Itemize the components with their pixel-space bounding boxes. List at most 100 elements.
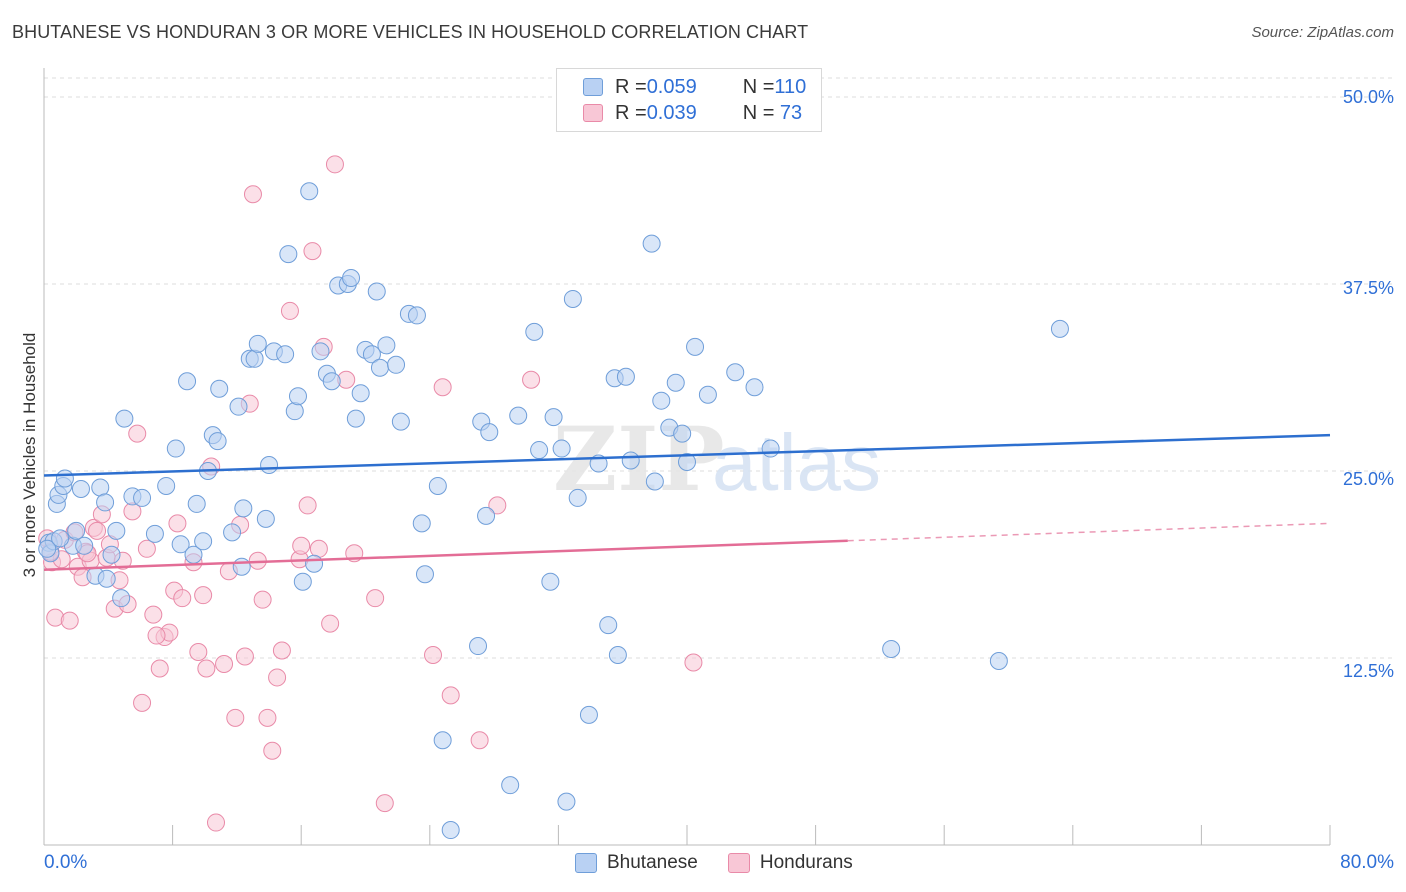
legend-r-value: 0.059 (646, 75, 697, 98)
series-legend: Bhutanese Hondurans (575, 852, 883, 874)
bhutanese-point (178, 372, 197, 391)
honduran-point (150, 659, 169, 678)
honduran-point (147, 626, 166, 645)
bhutanese-point (391, 412, 410, 431)
series-label-hondurans: Hondurans (759, 852, 853, 873)
honduran-point (207, 813, 226, 832)
honduran-point (424, 646, 443, 665)
bhutanese-point (115, 409, 134, 428)
hondurans-trend-line (43, 539, 848, 571)
bhutanese-point (362, 345, 381, 364)
honduran-point (470, 731, 489, 750)
series-legend-bhutanese[interactable]: Bhutanese (575, 852, 698, 874)
y-tick-25: 25.0% (1342, 469, 1394, 489)
honduran-point (194, 586, 213, 605)
honduran-point (522, 370, 541, 389)
bhutanese-point (645, 472, 664, 491)
bhutanese-point (288, 387, 307, 406)
series-swatch-pink (727, 853, 750, 873)
honduran-point (60, 611, 79, 630)
bhutanese-points (38, 182, 1069, 840)
series-legend-hondurans[interactable]: Hondurans (727, 852, 853, 874)
x-tick-max: 80.0% (1340, 852, 1394, 873)
legend-n-label: N = (742, 101, 775, 124)
x-tick-min: 0.0% (44, 852, 88, 873)
honduran-point (226, 708, 245, 727)
legend-r-value: 0.039 (646, 101, 697, 124)
honduran-point (88, 521, 107, 540)
bhutanese-point (686, 337, 705, 356)
bhutanese-point (989, 651, 1008, 670)
bhutanese-point (745, 378, 764, 397)
honduran-point (272, 641, 291, 660)
honduran-point (488, 496, 507, 515)
bhutanese-point (55, 469, 74, 488)
bhutanese-point (166, 439, 185, 458)
bhutanese-point (171, 535, 190, 554)
honduran-point (128, 424, 147, 443)
bhutanese-point (71, 479, 90, 498)
honduran-point (137, 539, 156, 558)
y-axis-label: 3 or more Vehicles in Household (20, 332, 39, 578)
bhutanese-point (652, 391, 671, 410)
bhutanese-point (678, 453, 696, 472)
bhutanese-point (616, 367, 635, 386)
bhutanese-point (300, 182, 319, 201)
legend-swatch-blue (583, 78, 603, 96)
legend-n-label: N = (742, 75, 775, 98)
y-tick-37-5: 37.5% (1342, 278, 1394, 298)
bhutanese-point (726, 363, 745, 382)
correlation-legend: R = 0.059 N = 110 R = 0.039 N = 73 (556, 68, 822, 132)
bhutanese-point (552, 439, 571, 458)
bhutanese-point (568, 488, 587, 507)
bhutanese-point (133, 488, 152, 507)
bhutanese-trend-line (43, 433, 1331, 477)
axes (43, 68, 1331, 846)
bhutanese-point (525, 322, 544, 341)
bhutanese-point (102, 545, 121, 564)
bhutanese-point (698, 385, 717, 404)
bhutanese-point (51, 529, 70, 548)
bhutanese-point (666, 373, 685, 392)
bhutanese-point (285, 402, 304, 421)
bhutanese-point (346, 409, 365, 428)
bhutanese-point (157, 476, 176, 495)
bhutanese-point (75, 536, 94, 555)
honduran-point (309, 539, 328, 558)
bhutanese-point (187, 494, 206, 513)
bhutanese-point (415, 565, 434, 584)
honduran-point (168, 514, 187, 533)
legend-n-value: 110 (774, 75, 807, 98)
bhutanese-point (621, 451, 640, 470)
bhutanese-point (276, 345, 295, 364)
honduran-point (235, 647, 254, 666)
honduran-point (46, 608, 65, 627)
y-tick-50: 50.0% (1342, 87, 1394, 107)
bhutanese-point (501, 776, 520, 795)
bhutanese-point (38, 539, 57, 558)
bhutanese-point (351, 384, 370, 403)
honduran-point (268, 668, 287, 687)
legend-row-hondurans: R = 0.039 N = 73 (583, 101, 802, 125)
source-credit: Source: ZipAtlas.com (1251, 24, 1394, 41)
bhutanese-point (107, 521, 126, 540)
bhutanese-point (210, 379, 229, 398)
bhutanese-point (407, 306, 426, 325)
honduran-point (243, 185, 262, 204)
honduran-point (298, 496, 317, 515)
series-label-bhutanese: Bhutanese (607, 852, 698, 873)
bhutanese-point (387, 355, 406, 374)
legend-swatch-pink (583, 104, 603, 122)
bhutanese-point (91, 478, 110, 497)
bhutanese-point (579, 705, 598, 724)
bhutanese-point (541, 572, 560, 591)
y-tick-12-5: 12.5% (1342, 661, 1394, 681)
honduran-point (189, 643, 208, 662)
bhutanese-point (342, 269, 361, 288)
watermark-atlas: atlas (712, 418, 881, 507)
bhutanese-point (509, 406, 528, 425)
trend-lines (43, 433, 1331, 571)
bhutanese-point (229, 397, 248, 416)
bhutanese-point (279, 245, 298, 264)
